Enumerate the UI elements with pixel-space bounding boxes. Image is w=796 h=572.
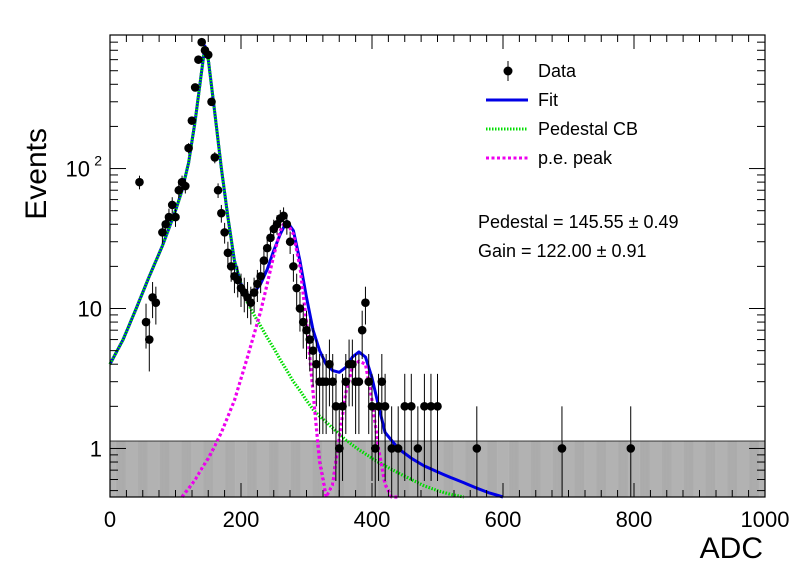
- data-point: [285, 237, 295, 247]
- legend-label: Data: [538, 61, 577, 81]
- data-point: [334, 444, 344, 453]
- y-tick-label: 1: [90, 436, 102, 461]
- data-point: [174, 185, 184, 195]
- data-point: [141, 317, 151, 327]
- data-point: [305, 335, 315, 344]
- data-point: [433, 402, 442, 411]
- data-point: [367, 402, 377, 411]
- data-point: [262, 243, 272, 253]
- data-point: [197, 37, 206, 47]
- data-point: [279, 211, 288, 221]
- data-point: [626, 444, 636, 453]
- data-point: [213, 185, 223, 195]
- legend-label: Pedestal CB: [538, 119, 638, 139]
- x-tick-label: 400: [354, 507, 391, 532]
- data-point: [135, 177, 144, 187]
- legend: Data Fit Pedestal CB p.e. peak: [486, 61, 638, 168]
- data-point: [217, 208, 226, 218]
- data-point: [354, 377, 364, 386]
- data-point: [400, 402, 410, 411]
- data-point: [364, 377, 374, 386]
- data-point: [420, 402, 429, 411]
- data-point: [377, 377, 387, 386]
- data-point: [184, 143, 193, 153]
- data-point: [472, 444, 482, 453]
- data-point: [233, 275, 243, 285]
- data-point: [145, 335, 154, 344]
- data-point: [207, 97, 216, 107]
- data-point: [374, 402, 383, 411]
- data-point: [370, 444, 380, 453]
- data-point: [223, 248, 233, 258]
- annotation-gain: Gain = 122.00 ± 0.91: [478, 241, 647, 261]
- data-point: [226, 262, 236, 271]
- x-tick-label: 800: [616, 507, 653, 532]
- data-point: [164, 212, 174, 222]
- data-point: [151, 298, 161, 308]
- y-tick-label: 10: [66, 157, 90, 182]
- data-point: [328, 377, 338, 386]
- data-point: [308, 346, 318, 355]
- x-tick-label: 200: [223, 507, 260, 532]
- data-point: [393, 444, 403, 453]
- data-point: [298, 317, 308, 327]
- data-point: [190, 83, 200, 92]
- x-axis-label: ADC: [700, 532, 763, 565]
- data-point: [161, 219, 170, 229]
- data-point: [266, 233, 275, 243]
- data-point: [331, 402, 341, 411]
- data-points: [135, 37, 636, 497]
- data-point: [194, 55, 203, 64]
- data-point: [171, 212, 180, 222]
- legend-label: Fit: [538, 90, 558, 110]
- data-point: [259, 256, 269, 265]
- data-point: [187, 116, 197, 125]
- data-point: [289, 262, 298, 271]
- data-point: [341, 377, 351, 386]
- data-point: [380, 402, 390, 411]
- data-point: [203, 50, 213, 60]
- data-point: [361, 298, 370, 308]
- data-point: [158, 228, 167, 237]
- data-point: [282, 219, 292, 229]
- data-point: [220, 228, 229, 237]
- data-point: [338, 402, 347, 411]
- legend-item-fit: Fit: [486, 90, 558, 110]
- data-point: [253, 279, 262, 289]
- data-point: [387, 444, 396, 453]
- data-point: [325, 359, 334, 369]
- axis-ticks: [109, 34, 766, 497]
- data-point: [302, 325, 311, 335]
- data-point: [312, 359, 321, 369]
- data-point: [426, 402, 436, 411]
- x-tick-label: 0: [104, 507, 116, 532]
- x-tick-label: 1000: [741, 507, 790, 532]
- y-tick-label: 10: [78, 297, 102, 322]
- legend-item-p-e-peak: p.e. peak: [486, 148, 613, 168]
- y-axis-label: Events: [20, 128, 53, 220]
- legend-item-data: Data: [503, 61, 577, 81]
- data-point: [321, 377, 331, 386]
- data-point: [407, 402, 416, 411]
- legend-marker: [503, 66, 513, 76]
- y-tick-exponent: 2: [94, 153, 102, 169]
- data-point: [292, 283, 301, 293]
- data-point: [249, 288, 259, 297]
- data-point: [181, 181, 190, 191]
- data-point: [413, 444, 423, 453]
- data-point: [357, 325, 367, 335]
- data-point: [557, 444, 567, 453]
- data-point: [246, 298, 256, 308]
- legend-label: p.e. peak: [538, 148, 613, 168]
- x-tick-label: 600: [485, 507, 522, 532]
- legend-item-pedestal-cb: Pedestal CB: [486, 119, 638, 139]
- data-point: [210, 153, 220, 162]
- data-point: [295, 304, 305, 313]
- annotation-pedestal: Pedestal = 145.55 ± 0.49: [478, 212, 679, 232]
- data-point: [256, 271, 265, 281]
- data-point: [348, 359, 357, 369]
- data-point: [167, 200, 177, 210]
